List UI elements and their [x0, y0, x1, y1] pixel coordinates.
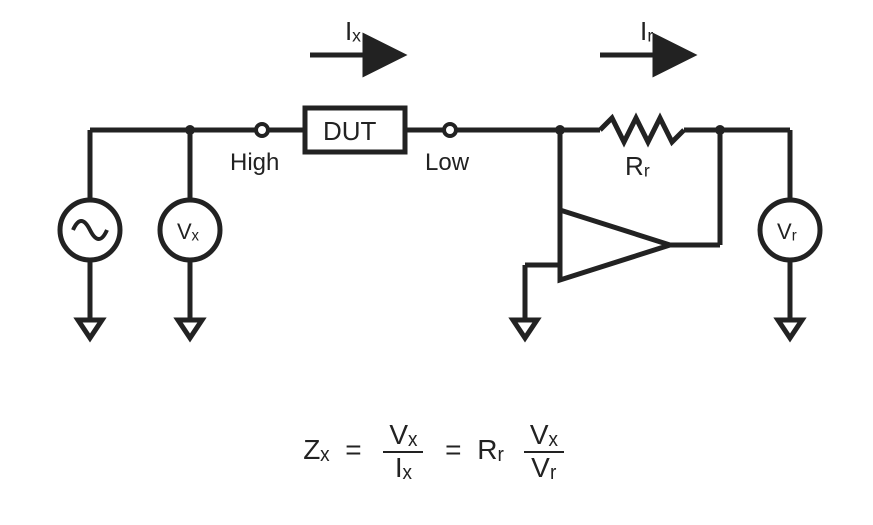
ground-icon	[178, 320, 202, 338]
label-vr: Vᵣ	[777, 219, 797, 244]
eq-eq2: =	[445, 434, 461, 465]
ground-icon	[513, 320, 537, 338]
label-high: High	[230, 149, 279, 176]
eq-zx: Zₓ	[303, 434, 329, 465]
eq-rr: Rᵣ	[477, 434, 504, 465]
ac-source	[60, 130, 120, 338]
impedance-equation: Zₓ = Vₓ Iₓ = Rᵣ Vₓ Vᵣ	[0, 420, 873, 484]
label-low: Low	[425, 149, 470, 176]
current-ir-arrow: Iᵣ	[600, 16, 690, 55]
voltmeter-vx: Vₓ	[160, 130, 220, 338]
eq-frac1: Vₓ Iₓ	[383, 420, 423, 484]
label-dut: DUT	[323, 116, 377, 146]
label-rr: Rᵣ	[625, 151, 650, 181]
ground-icon	[78, 320, 102, 338]
eq-frac2: Vₓ Vᵣ	[524, 420, 564, 484]
eq-eq1: =	[345, 434, 361, 465]
op-amp	[513, 130, 720, 338]
circuit-diagram: Iₓ Iᵣ DUT Rᵣ High Low Vₓ	[0, 0, 873, 400]
voltmeter-vr: Vᵣ	[760, 130, 820, 338]
current-ix-arrow: Iₓ	[310, 16, 400, 55]
label-ix: Iₓ	[345, 16, 361, 46]
resistor-rr	[600, 118, 684, 142]
label-ir: Iᵣ	[640, 16, 653, 46]
terminal-low	[444, 124, 456, 136]
ground-icon	[778, 320, 802, 338]
terminal-high	[256, 124, 268, 136]
label-vx: Vₓ	[177, 219, 200, 244]
